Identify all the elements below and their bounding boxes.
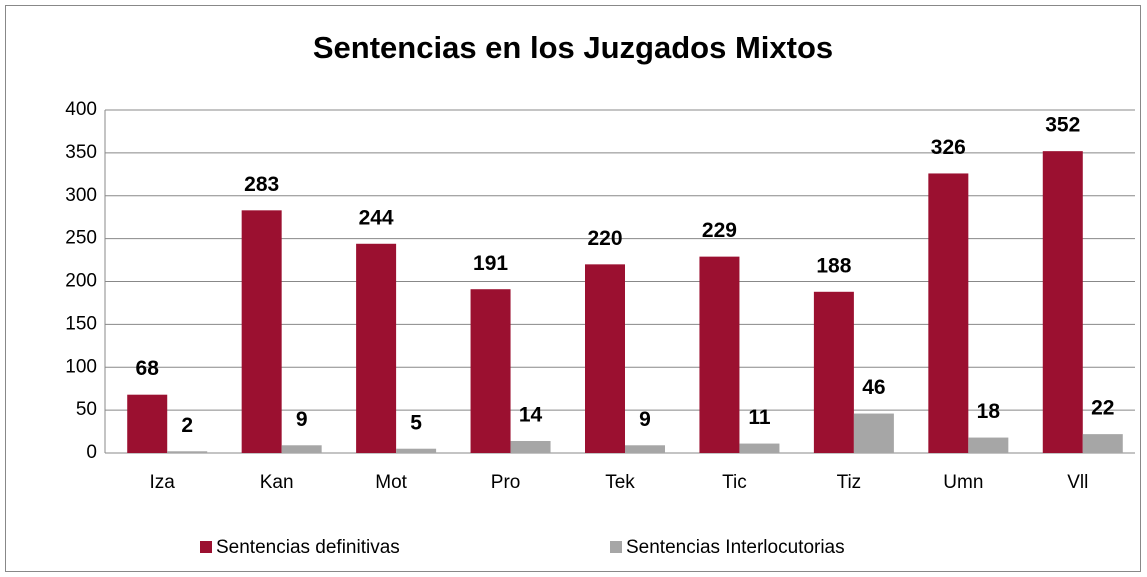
x-tick-label: Pro (491, 472, 521, 493)
data-label: 244 (359, 206, 394, 229)
x-tick-label: Tiz (837, 472, 862, 493)
data-label: 283 (244, 173, 279, 196)
bar (928, 173, 969, 453)
legend-swatch (610, 541, 622, 553)
bar (1042, 151, 1083, 453)
bar (699, 256, 740, 453)
data-label: 11 (748, 406, 771, 429)
y-tick-label: 350 (65, 142, 97, 163)
data-label: 188 (816, 254, 851, 277)
y-tick-label: 50 (76, 399, 97, 420)
bar (585, 264, 625, 453)
data-label: 22 (1091, 397, 1114, 420)
x-tick-label: Mot (375, 472, 407, 493)
data-label: 229 (702, 219, 737, 242)
y-tick-label: 400 (65, 99, 97, 120)
y-tick-label: 100 (65, 356, 97, 377)
x-tick-label: Iza (150, 472, 176, 493)
bar (510, 440, 551, 453)
bar (853, 413, 894, 453)
data-label: 191 (473, 252, 508, 275)
x-tick-label: Tic (722, 472, 747, 493)
x-tick-label: Tek (605, 472, 635, 493)
legend-label: Sentencias definitivas (216, 537, 400, 558)
bar (167, 451, 208, 453)
data-label: 9 (296, 408, 308, 431)
bar (1082, 434, 1123, 453)
chart-title: Sentencias en los Juzgados Mixtos (313, 30, 833, 65)
data-label: 352 (1045, 114, 1080, 137)
bar (396, 448, 437, 453)
y-tick-label: 300 (65, 185, 97, 206)
bar (127, 394, 168, 453)
x-tick-label: Kan (260, 472, 294, 493)
legend-swatch (200, 541, 212, 553)
data-label: 9 (639, 408, 651, 431)
x-tick-label: Umn (943, 472, 983, 493)
data-label: 5 (410, 411, 422, 434)
bar (625, 445, 665, 453)
data-label: 18 (977, 400, 1001, 423)
bar (356, 243, 397, 453)
data-label: 326 (931, 136, 966, 159)
data-label: 68 (136, 357, 160, 380)
bar (470, 289, 511, 453)
y-tick-label: 0 (86, 442, 97, 463)
bar (241, 210, 282, 453)
data-label: 14 (519, 404, 543, 427)
bar (813, 291, 854, 453)
data-label: 46 (862, 376, 885, 399)
data-label: 2 (181, 414, 193, 437)
bar (281, 445, 322, 453)
bar (968, 437, 1009, 453)
bar (739, 443, 780, 453)
y-tick-label: 200 (65, 271, 97, 292)
y-tick-label: 250 (65, 228, 97, 249)
legend-label: Sentencias Interlocutorias (626, 537, 845, 558)
y-tick-label: 150 (65, 313, 97, 334)
x-tick-label: Vll (1067, 472, 1088, 493)
data-label: 220 (587, 227, 622, 250)
